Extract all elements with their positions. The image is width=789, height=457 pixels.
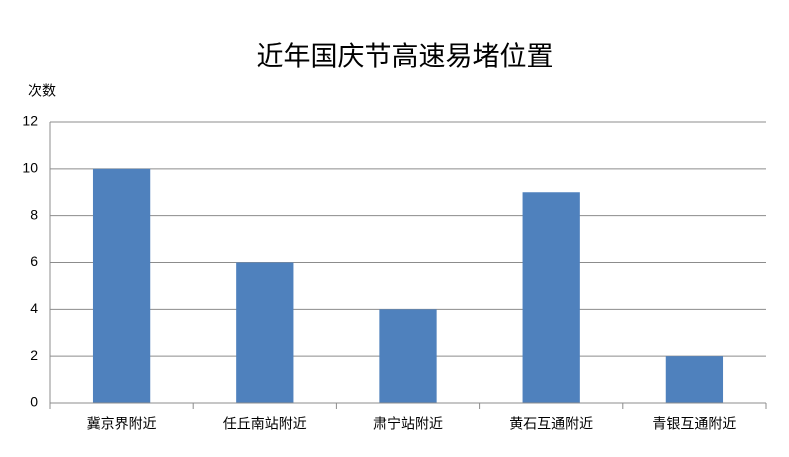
x-tick-label: 黄石互通附近 <box>509 416 593 432</box>
x-tick-label: 肃宁站附近 <box>373 416 443 432</box>
y-tick-label: 10 <box>22 160 38 176</box>
chart-title: 近年国庆节高速易堵位置 <box>257 42 554 73</box>
y-tick-label: 8 <box>30 206 38 222</box>
y-tick-label: 4 <box>30 300 38 316</box>
bar <box>522 192 580 403</box>
x-tick-label: 冀京界附近 <box>87 416 157 432</box>
bar <box>665 356 724 403</box>
x-tick-label: 任丘南站附近 <box>223 416 307 432</box>
y-axis-label: 次数 <box>28 83 56 99</box>
y-tick-label: 2 <box>30 347 38 363</box>
y-tick-label: 6 <box>30 253 38 269</box>
x-tick-label: 青银互通附近 <box>652 416 736 432</box>
y-tick-label: 0 <box>30 394 38 410</box>
y-tick-label: 12 <box>22 113 38 129</box>
bar <box>236 262 294 403</box>
bar <box>92 168 151 403</box>
bar <box>379 309 437 403</box>
